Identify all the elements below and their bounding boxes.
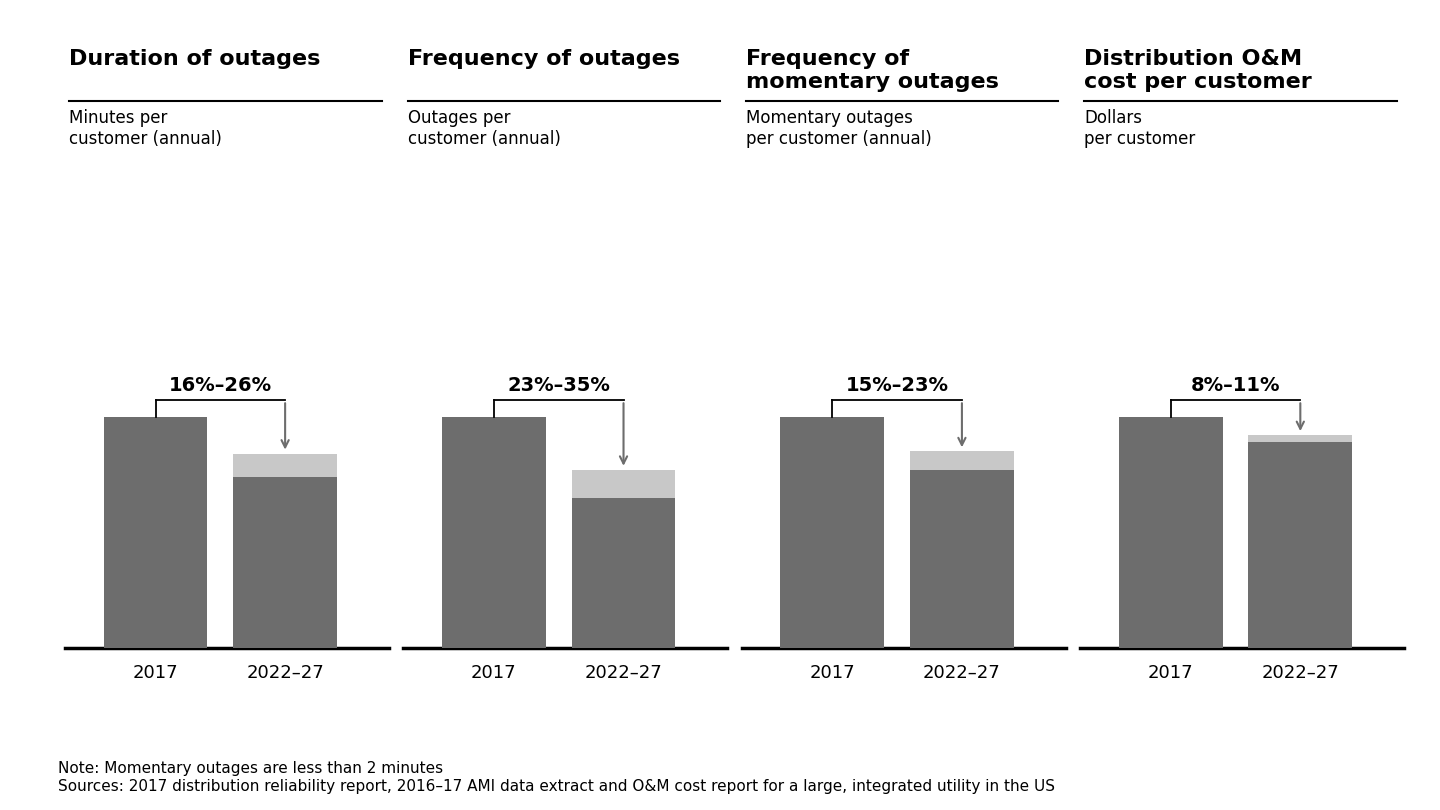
Bar	[233, 454, 337, 477]
Text: Dollars
per customer: Dollars per customer	[1084, 109, 1195, 148]
Text: Frequency of
momentary outages: Frequency of momentary outages	[746, 49, 999, 92]
Text: Outages per
customer (annual): Outages per customer (annual)	[408, 109, 560, 148]
Text: Duration of outages: Duration of outages	[69, 49, 321, 69]
Text: 8%–11%: 8%–11%	[1191, 376, 1280, 394]
Text: 15%–23%: 15%–23%	[845, 376, 949, 394]
Bar	[572, 497, 675, 648]
Bar	[910, 470, 1014, 648]
Bar	[1248, 435, 1352, 442]
Text: Minutes per
customer (annual): Minutes per customer (annual)	[69, 109, 222, 148]
Text: Frequency of outages: Frequency of outages	[408, 49, 680, 69]
Text: 16%–26%: 16%–26%	[168, 376, 272, 394]
Bar	[1119, 416, 1223, 648]
Text: Momentary outages
per customer (annual): Momentary outages per customer (annual)	[746, 109, 932, 148]
Bar	[572, 470, 675, 497]
Bar	[1248, 442, 1352, 648]
Bar	[104, 416, 207, 648]
Bar	[780, 416, 884, 648]
Text: Note: Momentary outages are less than 2 minutes
Sources: 2017 distribution relia: Note: Momentary outages are less than 2 …	[58, 761, 1054, 794]
Text: Distribution O&M
cost per customer: Distribution O&M cost per customer	[1084, 49, 1312, 92]
Bar	[233, 477, 337, 648]
Bar	[910, 451, 1014, 470]
Bar	[442, 416, 546, 648]
Text: 23%–35%: 23%–35%	[507, 376, 611, 394]
